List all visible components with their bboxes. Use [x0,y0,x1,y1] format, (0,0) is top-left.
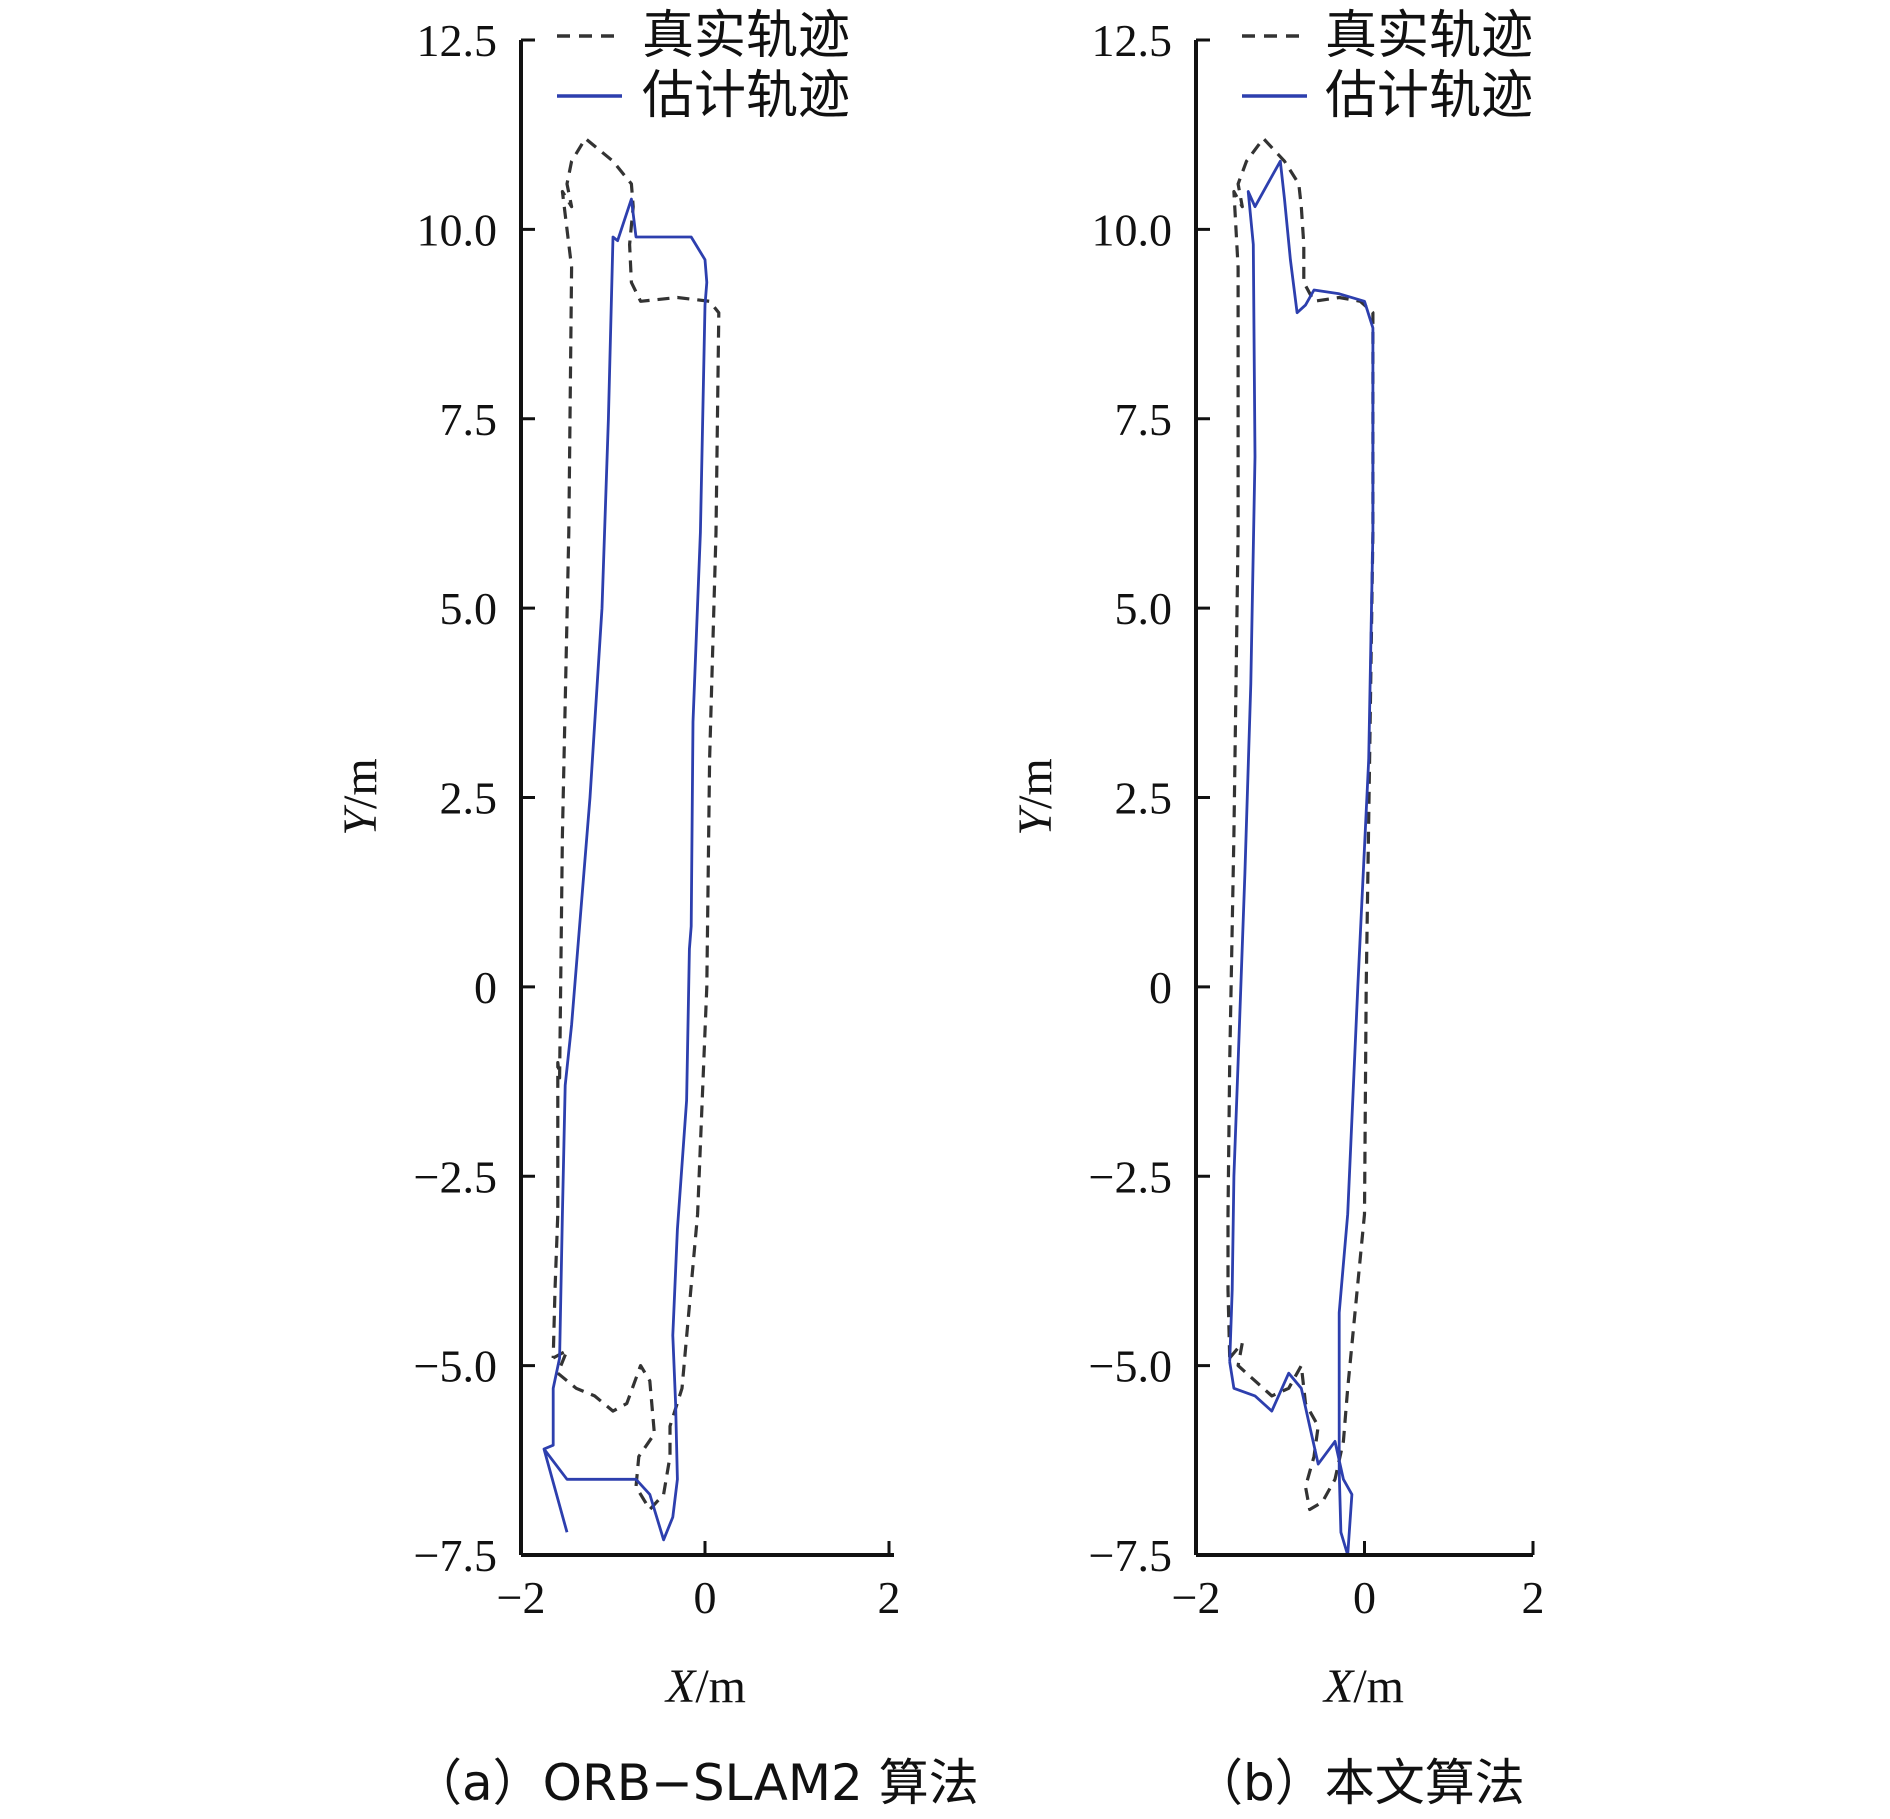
x-axis-label-b: X/m [1322,1660,1404,1713]
panel-b: 12.510.07.55.02.50−2.5−5.0−7.5 −2 0 2 Y/m … [1009,6,1545,1812]
true-trajectory-line-b [1226,136,1375,1512]
y-tick-label: 10.0 [417,204,498,255]
legend-b-est-label: 估计轨迹 [1325,66,1533,126]
x-axis-label-a: X/m [664,1660,746,1713]
y-tick-label: 2.5 [1115,773,1173,824]
y-tick-label: −2.5 [1089,1151,1172,1202]
x-tick-label: 0 [694,1572,717,1623]
y-tick-label: −2.5 [414,1151,497,1202]
x-ticks-a: −2 0 2 [497,1541,901,1623]
y-tick-label: 10.0 [1092,204,1173,255]
y-tick-label: −5.0 [414,1341,497,1392]
x-tick-label: 2 [878,1572,901,1623]
plot-area-a [542,136,721,1542]
caption-a: （a）ORB−SLAM2 算法 [412,1754,979,1812]
y-tick-label: 7.5 [440,394,498,445]
x-tick-label: 2 [1522,1572,1545,1623]
legend-b: 真实轨迹 估计轨迹 [1242,6,1533,126]
estimated-trajectory-line-a [542,197,709,1542]
true-trajectory-line-a [551,136,721,1512]
y-axis-label-a: Y/m [334,758,387,835]
plot-area-b [1226,136,1375,1557]
legend-a-est-label: 估计轨迹 [642,66,850,126]
y-tick-label: −7.5 [414,1530,497,1581]
y-tick-label: −7.5 [1089,1530,1172,1581]
x-tick-label: −2 [1172,1572,1221,1623]
legend-a: 真实轨迹 估计轨迹 [557,6,850,126]
panel-a: 12.510.07.55.02.50−2.5−5.0−7.5 −2 0 2 Y/m … [334,6,979,1812]
y-tick-label: 7.5 [1115,394,1173,445]
legend-b-true-label: 真实轨迹 [1325,6,1533,66]
y-tick-label: −5.0 [1089,1341,1172,1392]
y-tick-label: 2.5 [440,773,498,824]
y-tick-label: 12.5 [1092,15,1173,66]
caption-b: （b）本文算法 [1193,1754,1525,1812]
y-ticks-a: 12.5 10.0 7.5 5.0 2.5 0 −2.5 −5.0 −7.5 [414,15,535,1581]
y-axis-label-b: Y/m [1009,758,1062,835]
legend-a-true-label: 真实轨迹 [642,6,850,66]
estimated-trajectory-line-b [1228,159,1375,1557]
y-tick-label: 5.0 [440,583,498,634]
x-tick-label: −2 [497,1572,546,1623]
y-tick-label: 5.0 [1115,583,1173,634]
y-tick-label: 12.5 [417,15,498,66]
x-ticks-b: −2 0 2 [1172,1541,1545,1623]
y-tick-label: 0 [1149,962,1172,1013]
x-tick-label: 0 [1353,1572,1376,1623]
y-tick-label: 0 [474,962,497,1013]
y-ticks-b: 12.5 10.0 7.5 5.0 2.5 0 −2.5 −5.0 −7.5 [1089,15,1210,1581]
